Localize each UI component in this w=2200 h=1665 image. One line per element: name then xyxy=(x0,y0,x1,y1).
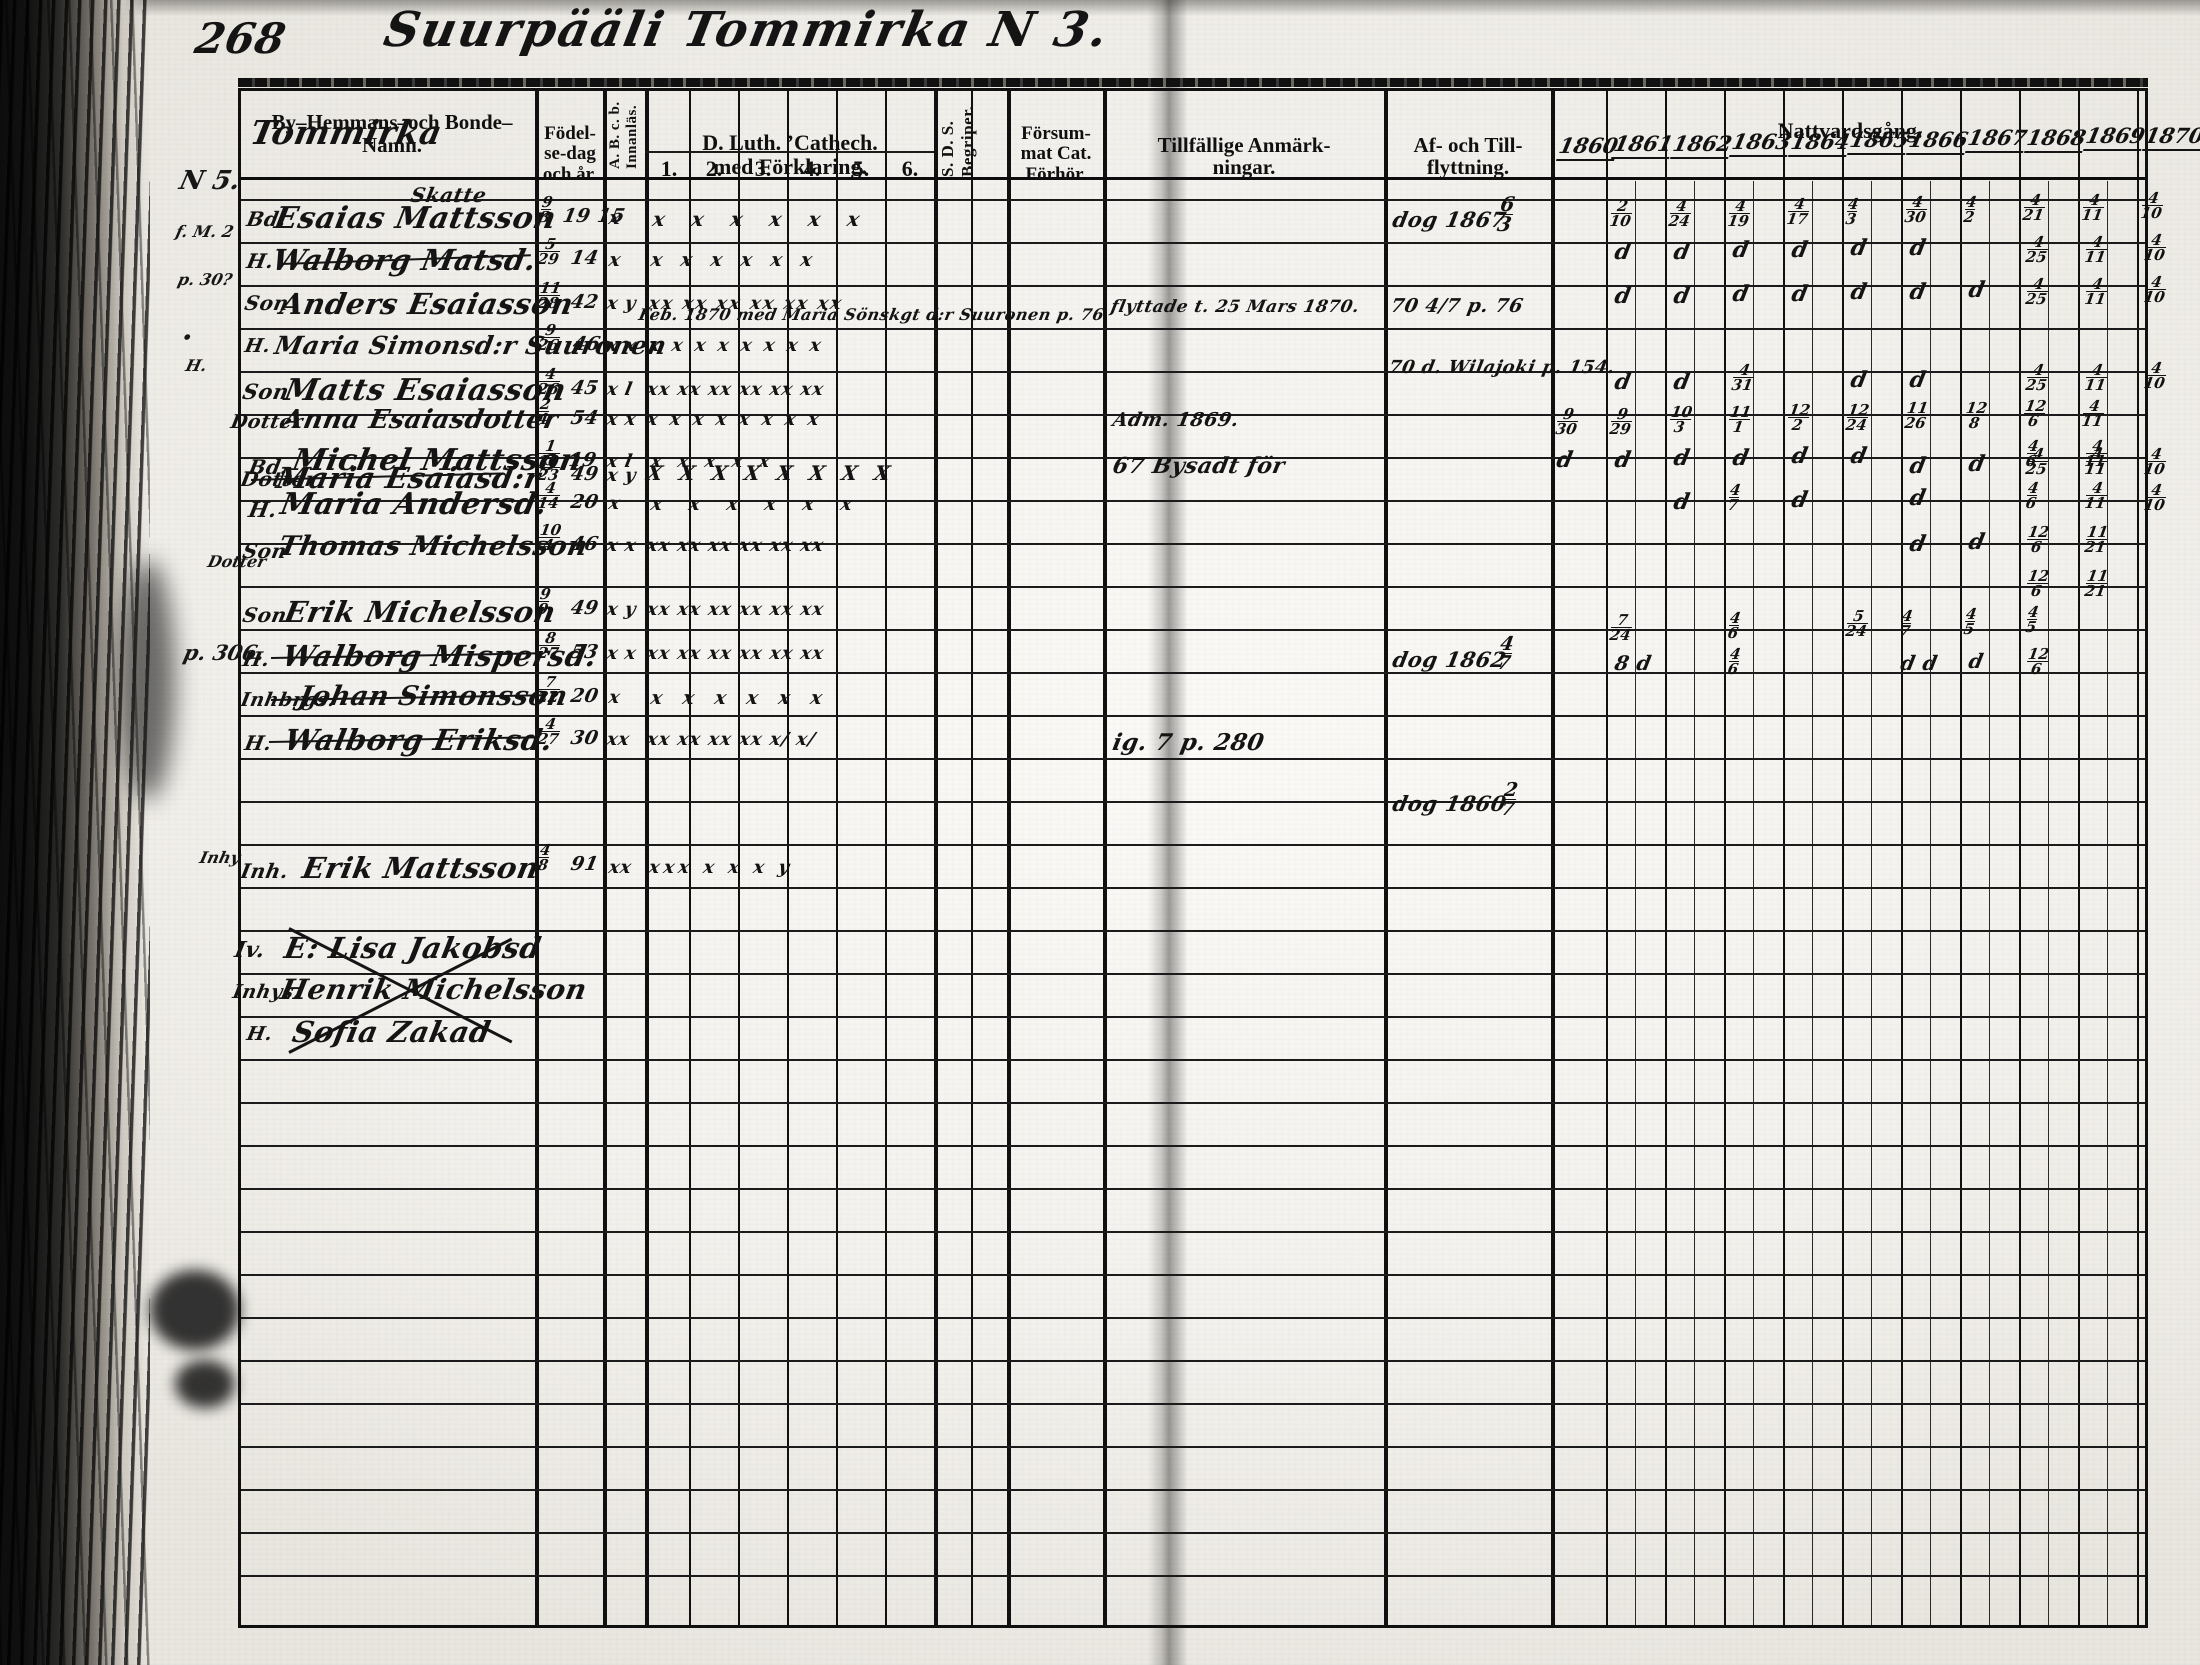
row-rule xyxy=(241,457,2145,459)
row-rule xyxy=(241,1102,2145,1104)
col-sep-remarks-migration xyxy=(1384,91,1388,1625)
year-tick xyxy=(1753,181,1755,1625)
cat-subheader-6: 6. xyxy=(889,157,931,181)
year-col-sep-6 xyxy=(1901,91,1903,1625)
row-rule xyxy=(241,1231,2145,1233)
col-sep-abc-cat xyxy=(645,91,649,1625)
row-rule xyxy=(241,414,2145,416)
year-col-sep-9 xyxy=(2078,91,2080,1625)
cat-sub-5 xyxy=(885,91,887,1625)
year-col-sep-8 xyxy=(2019,91,2021,1625)
year-col-sep-2 xyxy=(1665,91,1667,1625)
row-rule xyxy=(241,586,2145,588)
table-top-rule xyxy=(238,78,2148,87)
header-communion-label: Nattvardsgång. xyxy=(1778,118,1923,143)
row-rule xyxy=(241,1274,2145,1276)
year-tick xyxy=(1694,181,1696,1625)
cat-subheader-3: 3. xyxy=(742,157,784,181)
year-tick xyxy=(1812,181,1814,1625)
col-sep-migration-communion xyxy=(1551,91,1555,1625)
col-sep-birth-abc xyxy=(603,91,607,1625)
catsub-divider-rule xyxy=(645,151,934,153)
ink-smudge xyxy=(120,560,175,800)
page-top-edge-shadow xyxy=(0,0,2200,16)
book-binding-edge xyxy=(0,0,150,1665)
header-catechism-label: D. Luth. ’Cathech. med Förklaring. xyxy=(702,130,877,179)
row-rule xyxy=(241,199,2145,201)
year-col-sep-5 xyxy=(1842,91,1844,1625)
header-remarks-label: Tillfällige Anmärk- ningar. xyxy=(1158,133,1331,180)
row-rule xyxy=(241,715,2145,717)
year-tick xyxy=(1930,181,1932,1625)
header-names: By–Hemmans–och Bonde–Namn. xyxy=(251,111,533,156)
row-rule xyxy=(241,285,2145,287)
year-col-sep-4 xyxy=(1783,91,1785,1625)
row-rule xyxy=(241,973,2145,975)
cat-sub-1 xyxy=(689,91,691,1625)
col-sep-neglect-remarks xyxy=(1103,91,1107,1625)
row-rule xyxy=(241,371,2145,373)
row-rule xyxy=(241,672,2145,674)
header-communion: Nattvardsgång. xyxy=(1555,119,2145,143)
row-rule xyxy=(241,930,2145,932)
col-sep-sds-neglect xyxy=(1007,91,1011,1625)
year-col-sep-7 xyxy=(1960,91,1962,1625)
col-sep-sds-inner xyxy=(971,91,973,1625)
header-migration: Af- och Till- flyttning. xyxy=(1388,111,1548,179)
row-rule xyxy=(241,887,2145,889)
register-table: By–Hemmans–och Bonde–Namn. Födel- se-dag… xyxy=(229,88,2200,1628)
row-rule xyxy=(241,801,2145,803)
year-tick xyxy=(2048,181,2050,1625)
header-remarks: Tillfällige Anmärk- ningar. xyxy=(1107,111,1381,179)
col-sep-cat-sds xyxy=(934,91,938,1625)
year-col-sep-10 xyxy=(2137,91,2139,1625)
year-tick xyxy=(2107,181,2109,1625)
col-sep-names-birth xyxy=(535,91,539,1625)
year-tick xyxy=(1871,181,1873,1625)
ink-smudge xyxy=(175,1360,235,1408)
cat-sub-3 xyxy=(787,91,789,1625)
row-rule xyxy=(241,1188,2145,1190)
year-col-sep-1 xyxy=(1606,91,1608,1625)
cat-sub-4 xyxy=(836,91,838,1625)
row-rule xyxy=(241,1446,2145,1448)
row-rule xyxy=(241,758,2145,760)
row-rule xyxy=(241,328,2145,330)
cat-subheader-5: 5. xyxy=(840,157,882,181)
row-rule xyxy=(241,1575,2145,1577)
row-rule xyxy=(241,500,2145,502)
row-rule xyxy=(241,242,2145,244)
year-tick xyxy=(1989,181,1991,1625)
row-rule xyxy=(241,1489,2145,1491)
row-rule xyxy=(241,1317,2145,1319)
cat-subheader-2: 2. xyxy=(693,157,735,181)
cat-subheader-4: 4. xyxy=(791,157,833,181)
header-catechism: D. Luth. ’Cathech. med Förklaring. xyxy=(649,107,931,178)
row-rule xyxy=(241,629,2145,631)
row-rule xyxy=(241,1059,2145,1061)
row-rule xyxy=(241,844,2145,846)
header-names-label: By–Hemmans–och Bonde–Namn. xyxy=(272,110,513,157)
header-migration-label: Af- och Till- flyttning. xyxy=(1414,133,1523,180)
year-tick xyxy=(1635,181,1637,1625)
row-rule xyxy=(241,1360,2145,1362)
ink-smudge xyxy=(150,1270,240,1350)
book-gutter-shadow xyxy=(1148,0,1188,1665)
cat-sub-2 xyxy=(738,91,740,1625)
row-rule xyxy=(241,1016,2145,1018)
row-rule xyxy=(241,1145,2145,1147)
header-bottom-rule xyxy=(241,177,2145,180)
cat-subheader-1: 1. xyxy=(649,157,689,181)
row-rule xyxy=(241,1532,2145,1534)
row-rule xyxy=(241,1403,2145,1405)
year-col-sep-3 xyxy=(1724,91,1726,1625)
row-rule xyxy=(241,543,2145,545)
